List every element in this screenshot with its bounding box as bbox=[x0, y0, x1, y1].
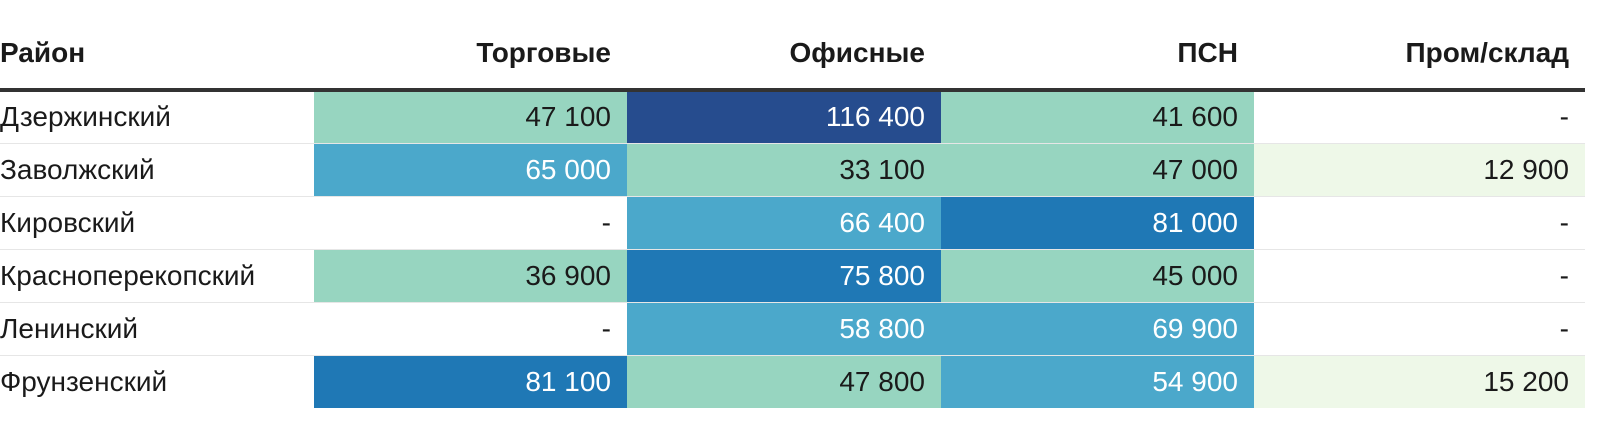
heatmap-table: Район Торговые Офисные ПСН Пром/склад Дз… bbox=[0, 18, 1585, 408]
heatmap-cell: 47 000 bbox=[941, 143, 1254, 197]
heatmap-cell: 47 100 bbox=[314, 90, 627, 144]
heatmap-cell: - bbox=[1254, 302, 1585, 356]
heatmap-cell: 75 800 bbox=[627, 249, 941, 303]
district-name: Заволжский bbox=[0, 143, 314, 197]
district-name: Дзержинский bbox=[0, 90, 314, 144]
district-name: Ленинский bbox=[0, 302, 314, 356]
heatmap-cell: 66 400 bbox=[627, 196, 941, 250]
district-name: Красноперекопский bbox=[0, 249, 314, 303]
heatmap-cell: 45 000 bbox=[941, 249, 1254, 303]
table-row: Ленинский - 58 800 69 900 - bbox=[0, 302, 1585, 356]
heatmap-cell: 58 800 bbox=[627, 302, 941, 356]
heatmap-cell: 81 100 bbox=[314, 355, 627, 408]
heatmap-cell: - bbox=[314, 196, 627, 250]
table-row: Красноперекопский 36 900 75 800 45 000 - bbox=[0, 249, 1585, 303]
heatmap-cell: 41 600 bbox=[941, 90, 1254, 144]
district-name: Фрунзенский bbox=[0, 365, 168, 397]
column-header-industrial: Пром/склад bbox=[1254, 18, 1585, 92]
heatmap-cell: 81 000 bbox=[941, 196, 1254, 250]
heatmap-cell: 116 400 bbox=[627, 90, 941, 144]
column-header-psn: ПСН bbox=[941, 18, 1254, 92]
table-row: Кировский - 66 400 81 000 - bbox=[0, 196, 1585, 250]
heatmap-cell: 15 200 bbox=[1254, 355, 1585, 408]
heatmap-cell: - bbox=[314, 302, 627, 356]
heatmap-cell: 69 900 bbox=[941, 302, 1254, 356]
heatmap-cell: - bbox=[1254, 90, 1585, 144]
heatmap-cell: - bbox=[1254, 196, 1585, 250]
heatmap-cell: 54 900 bbox=[941, 355, 1254, 408]
column-header-office: Офисные bbox=[627, 18, 941, 92]
column-header-district: Район bbox=[0, 18, 314, 92]
district-name: Кировский bbox=[0, 196, 314, 250]
heatmap-cell: 12 900 bbox=[1254, 143, 1585, 197]
heatmap-cell: 47 800 bbox=[627, 355, 941, 408]
column-header-retail: Торговые bbox=[314, 18, 627, 92]
heatmap-cell: - bbox=[1254, 249, 1585, 303]
table-row: Дзержинский 47 100 116 400 41 600 - bbox=[0, 90, 1585, 144]
table-row: Заволжский 65 000 33 100 47 000 12 900 bbox=[0, 143, 1585, 197]
header-row: Район Торговые Офисные ПСН Пром/склад bbox=[0, 18, 1585, 92]
heatmap-cell: 33 100 bbox=[627, 143, 941, 197]
heatmap-cell: 36 900 bbox=[314, 249, 627, 303]
heatmap-cell: 65 000 bbox=[314, 143, 627, 197]
heatmap-table-container: Район Торговые Офисные ПСН Пром/склад Дз… bbox=[0, 18, 1585, 408]
table-row: Фрунзенский 81 100 47 800 54 900 15 200 bbox=[0, 355, 1585, 408]
